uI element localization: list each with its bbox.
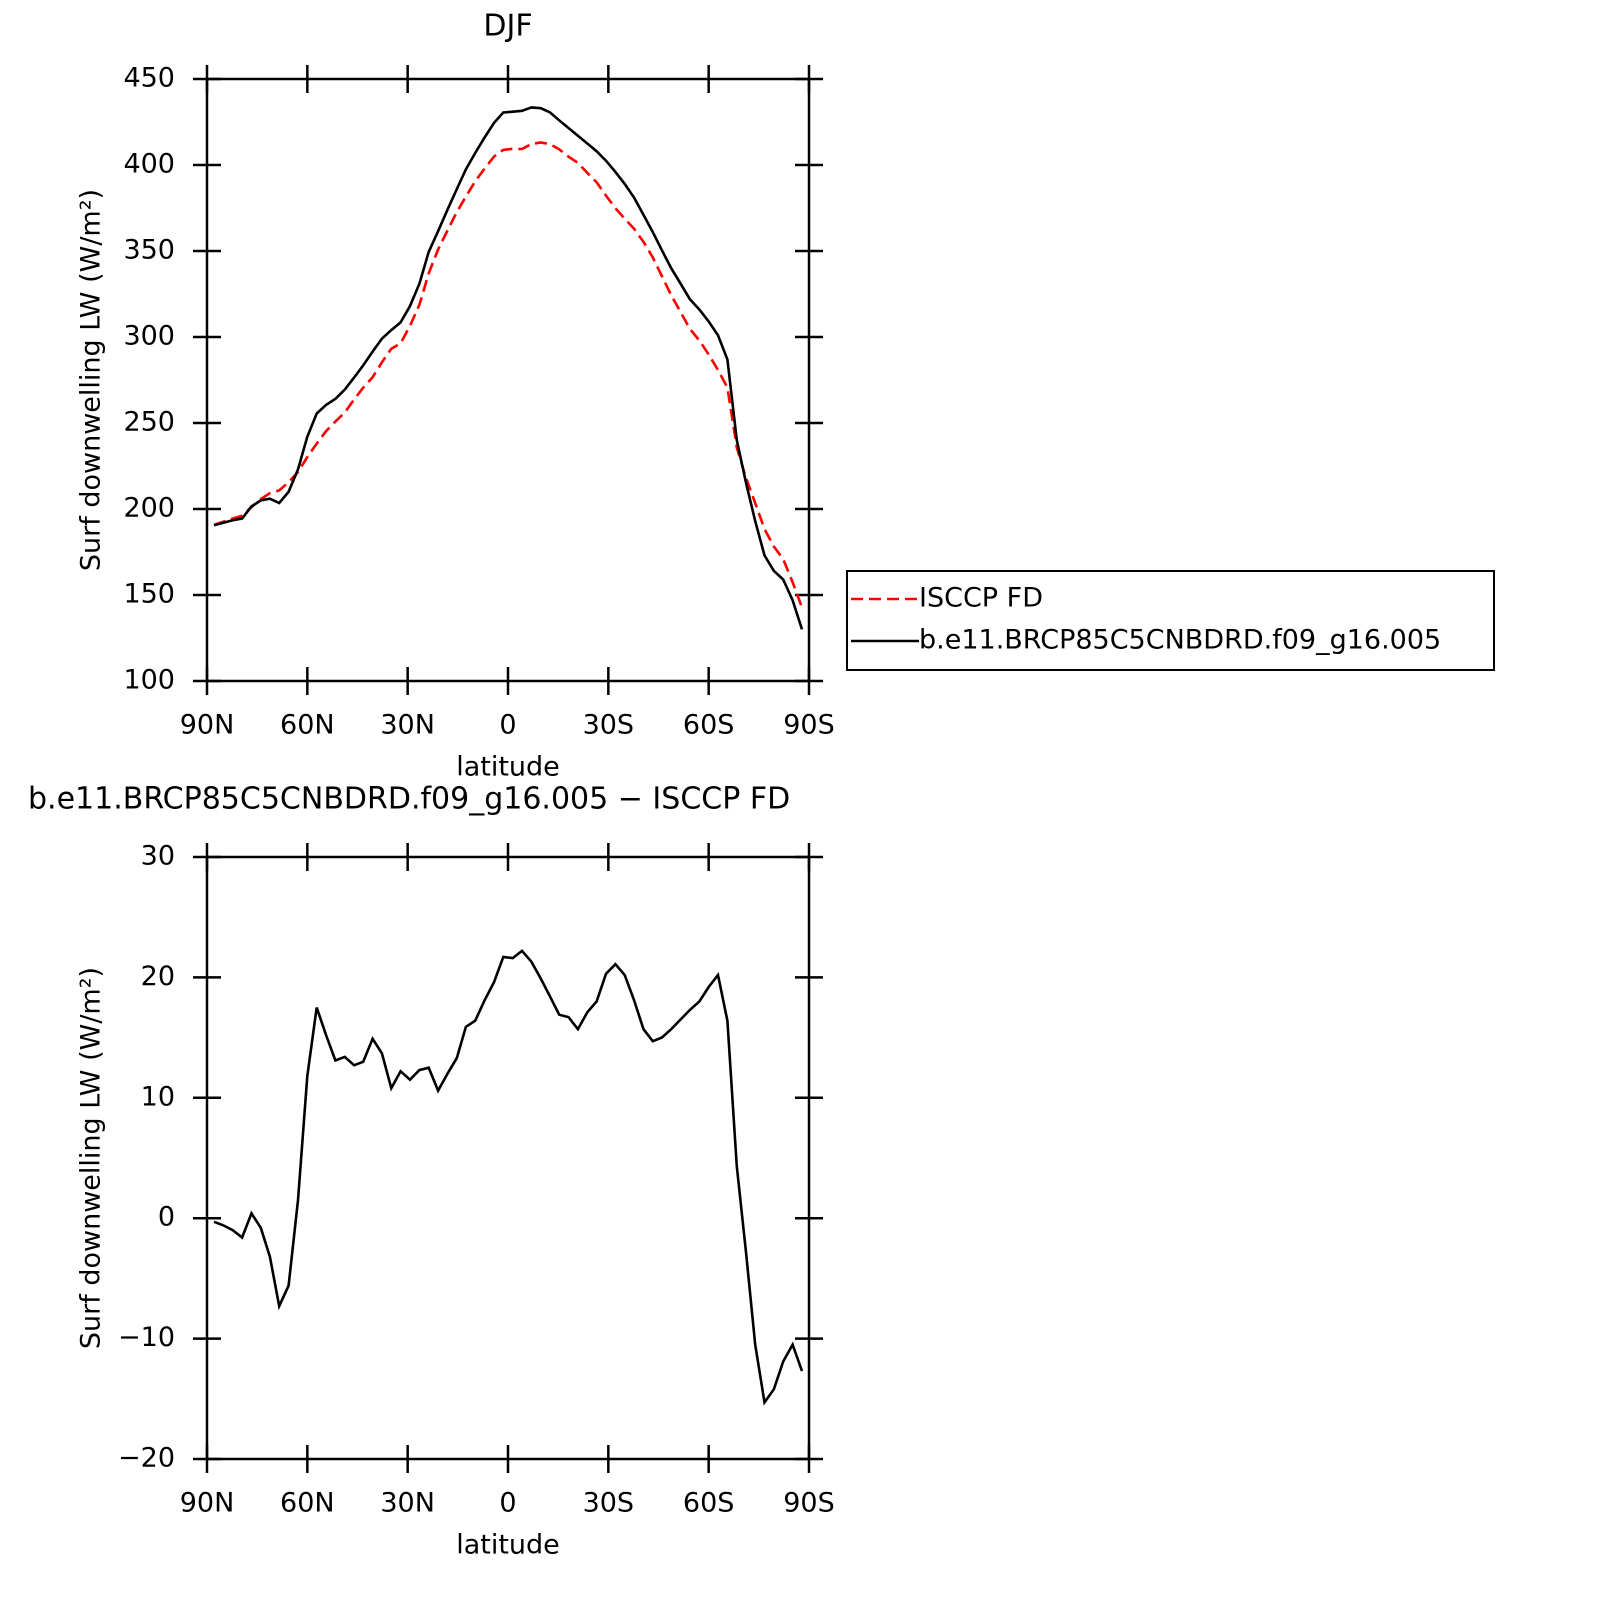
x-tick-label: 30N xyxy=(380,1488,435,1519)
x-tick-label: 90S xyxy=(783,710,835,741)
y-tick-label: 450 xyxy=(123,63,175,94)
x-tick-label: 60S xyxy=(683,1488,735,1519)
y-tick-label: 30 xyxy=(141,841,175,872)
y-tick-label: −20 xyxy=(118,1443,175,1474)
y-axis-label: Surf downwelling LW (W/m²) xyxy=(76,967,107,1349)
legend-label: b.e11.BRCP85C5CNBDRD.f09_g16.005 xyxy=(919,625,1441,656)
y-axis-label: Surf downwelling LW (W/m²) xyxy=(76,189,107,571)
x-tick-label: 30S xyxy=(583,1488,635,1519)
x-tick-label: 60S xyxy=(683,710,735,741)
plot-frame xyxy=(205,855,811,1461)
y-tick-label: −10 xyxy=(118,1322,175,1353)
y-tick-label: 20 xyxy=(141,961,175,992)
y-tick-label: 150 xyxy=(123,579,175,610)
y-tick-label: 300 xyxy=(123,321,175,352)
y-tick-label: 350 xyxy=(123,235,175,266)
x-tick-label: 90S xyxy=(783,1488,835,1519)
x-axis-label: latitude xyxy=(456,1530,560,1561)
x-tick-label: 30S xyxy=(583,710,635,741)
data-line xyxy=(213,141,804,609)
legend-label: ISCCP FD xyxy=(919,583,1043,614)
y-tick-label: 400 xyxy=(123,149,175,180)
y-tick-label: 100 xyxy=(123,665,175,696)
x-tick-label: 60N xyxy=(280,1488,335,1519)
chart-title: b.e11.BRCP85C5CNBDRD.f09_g16.005 − ISCCP… xyxy=(28,782,790,817)
plot-frame xyxy=(205,77,811,683)
x-tick-label: 0 xyxy=(499,1488,516,1519)
chart-title: DJF xyxy=(483,9,532,44)
x-tick-label: 0 xyxy=(499,710,516,741)
x-tick-label: 90N xyxy=(180,710,235,741)
y-tick-label: 10 xyxy=(141,1081,175,1112)
x-axis-label: latitude xyxy=(456,752,560,783)
x-tick-label: 90N xyxy=(180,1488,235,1519)
y-tick-label: 200 xyxy=(123,493,175,524)
x-tick-label: 60N xyxy=(280,710,335,741)
legend-box xyxy=(846,570,1495,671)
data-line xyxy=(213,106,804,630)
x-tick-label: 30N xyxy=(380,710,435,741)
y-tick-label: 0 xyxy=(158,1202,175,1233)
y-tick-label: 250 xyxy=(123,407,175,438)
data-line xyxy=(213,949,804,1406)
